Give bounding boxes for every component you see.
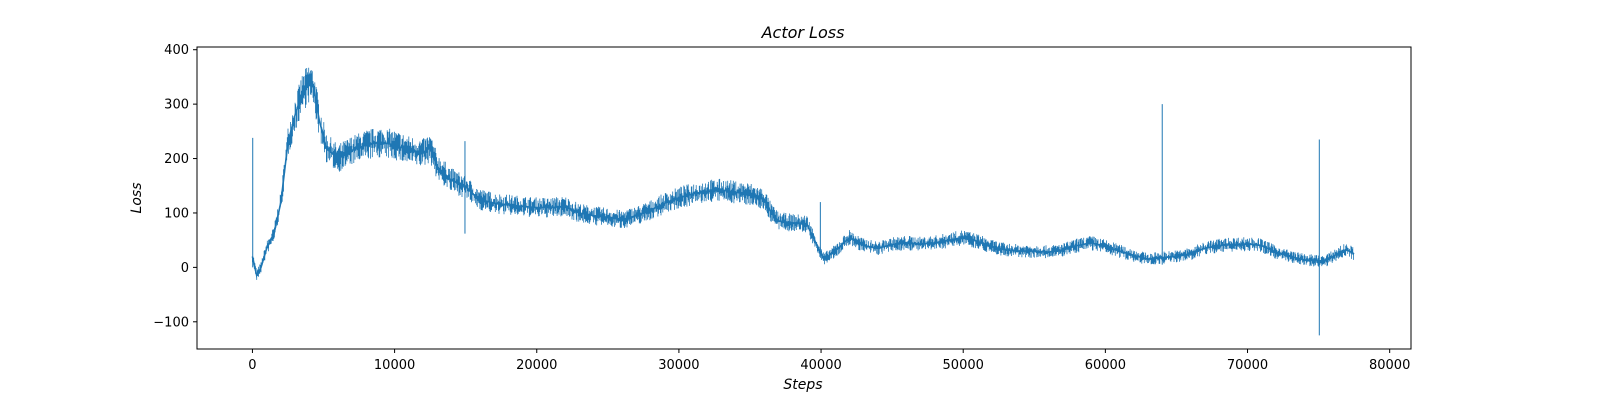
x-tick-label: 10000 [374, 358, 415, 373]
y-tick-label: −100 [153, 315, 189, 330]
x-axis-label: Steps [783, 377, 822, 393]
y-axis-label: Loss [129, 183, 145, 214]
x-tick-label: 50000 [943, 358, 984, 373]
x-tick-label: 30000 [658, 358, 699, 373]
loss-series-line [251, 81, 1355, 278]
y-tick-label: 300 [164, 98, 189, 113]
x-tick-label: 20000 [516, 358, 557, 373]
chart-title: Actor Loss [761, 23, 845, 42]
y-axis: −100 0 100 200 300 400 [153, 43, 197, 330]
x-tick-label: 70000 [1227, 358, 1268, 373]
loss-series-noise [252, 67, 1354, 280]
y-tick-label: 100 [164, 206, 189, 221]
x-axis: 0 10000 20000 30000 40000 50000 60000 70000 8000… [248, 349, 1410, 373]
x-tick-label: 80000 [1369, 358, 1410, 373]
plot-frame [196, 46, 1412, 350]
x-tick-label: 60000 [1085, 358, 1126, 373]
y-tick-label: 400 [164, 43, 189, 58]
x-tick-label: 0 [248, 358, 256, 373]
y-tick-label: 0 [181, 261, 189, 276]
x-tick-label: 40000 [800, 358, 841, 373]
plot-area [251, 67, 1355, 336]
y-tick-label: 200 [164, 152, 189, 167]
